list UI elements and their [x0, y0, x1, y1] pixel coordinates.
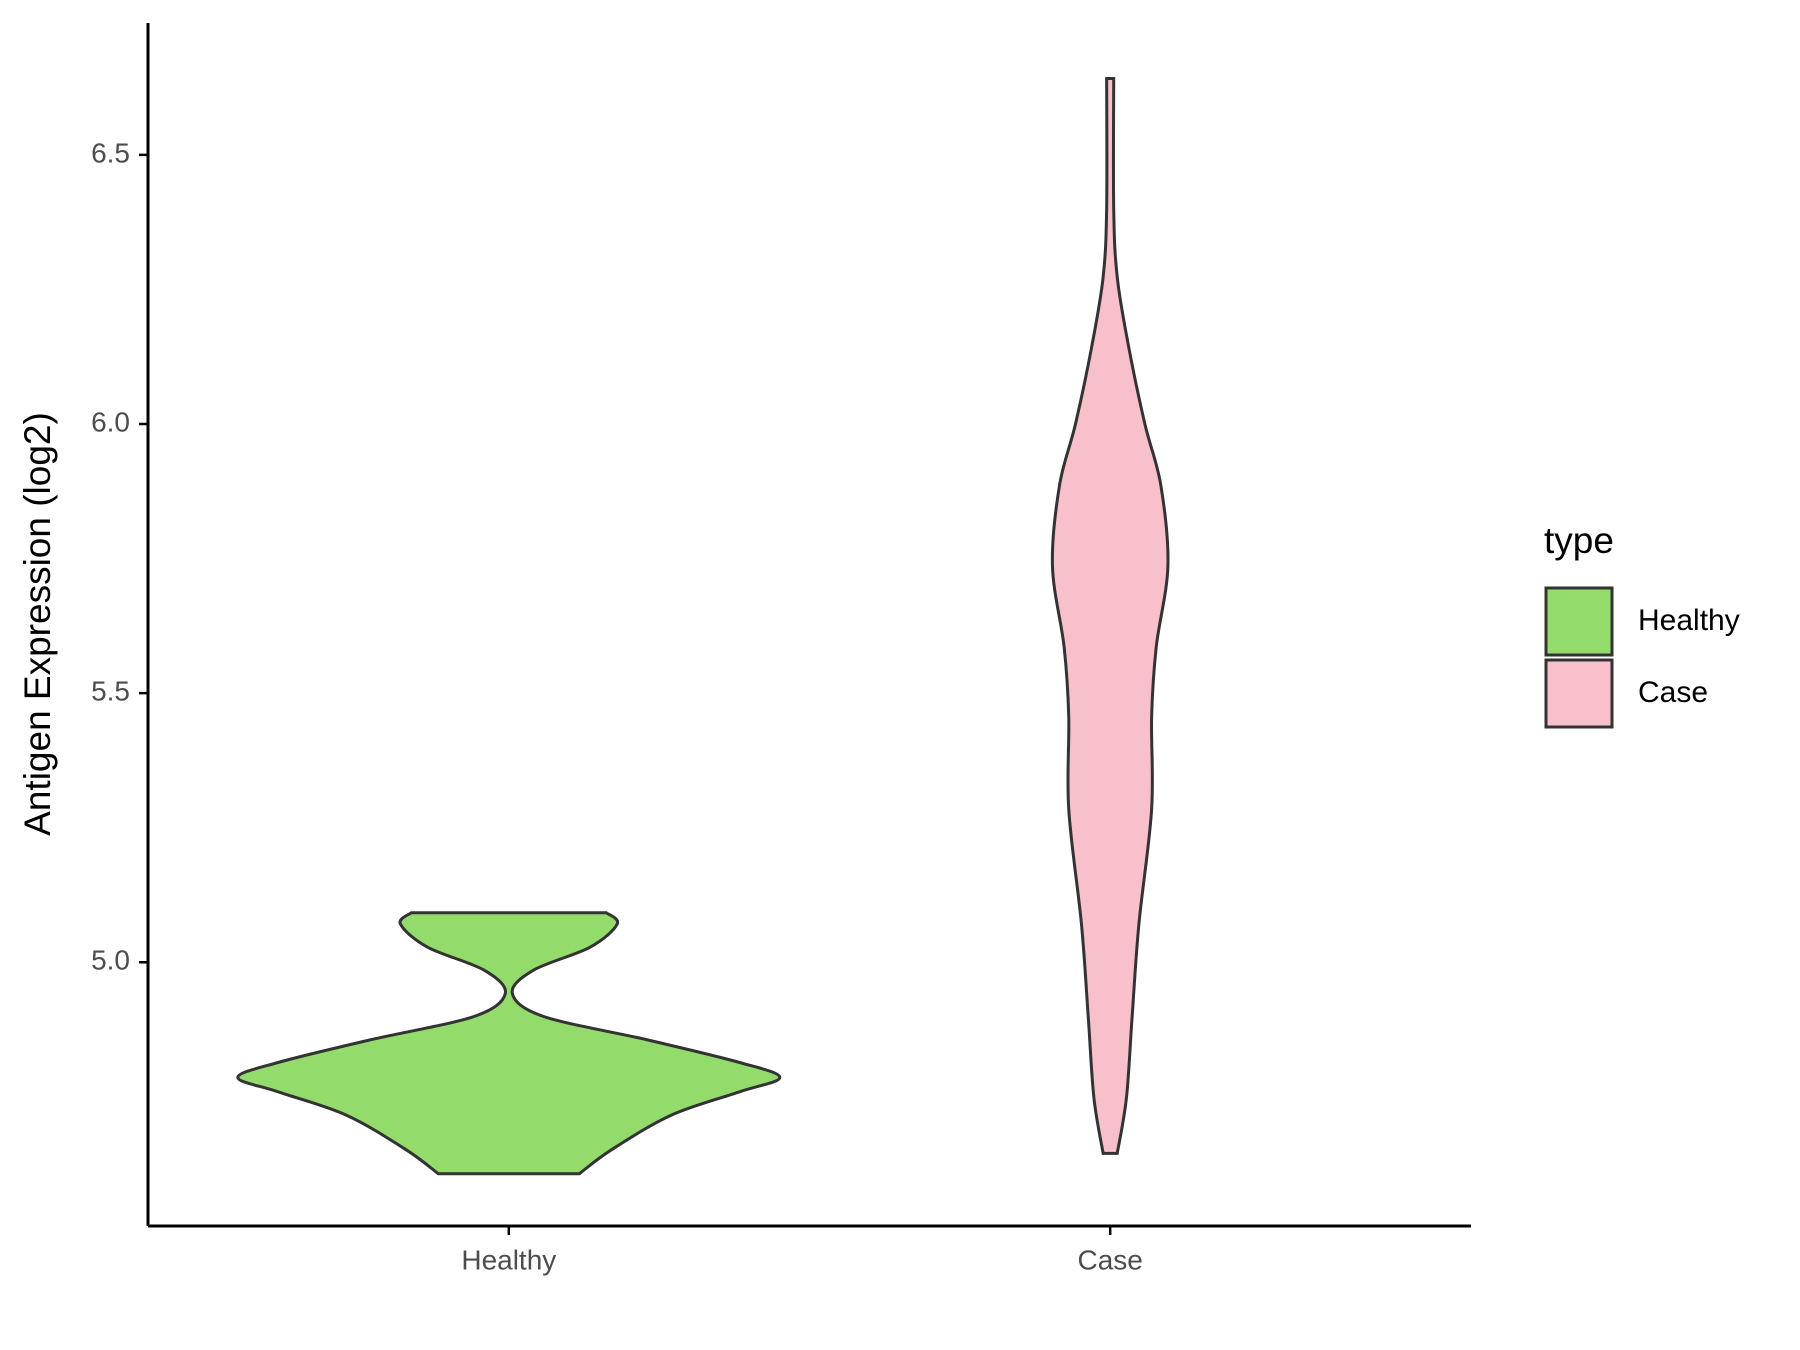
legend-label: Case: [1638, 676, 1708, 709]
violin: [236, 911, 782, 1176]
y-tick-label: 5.5: [91, 676, 130, 707]
legend-key: [1544, 658, 1614, 729]
legend-key: [1544, 586, 1614, 657]
x-tick-label: Healthy: [461, 1244, 556, 1275]
y-axis-title: Antigen Expression (log2): [17, 412, 58, 836]
violin: [1050, 76, 1170, 1155]
legend-label: Healthy: [1638, 604, 1740, 637]
x-tick-label: Case: [1077, 1244, 1142, 1275]
y-tick-label: 6.0: [91, 406, 130, 437]
y-tick-label: 5.0: [91, 945, 130, 976]
y-tick-label: 6.5: [91, 137, 130, 168]
legend-title: type: [1544, 520, 1614, 561]
